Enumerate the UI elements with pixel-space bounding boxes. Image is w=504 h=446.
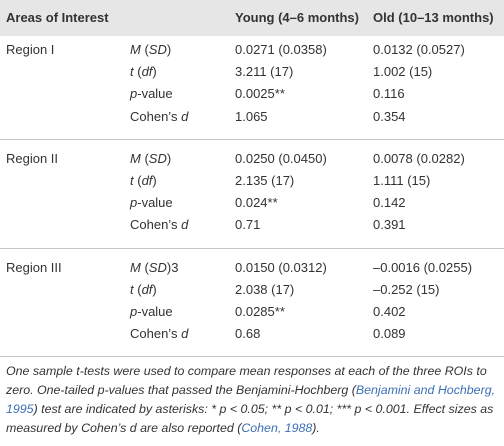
- label-run: M: [130, 150, 141, 166]
- label-run: ): [166, 150, 172, 166]
- label-run: -value: [137, 86, 173, 102]
- label-run: df: [141, 173, 153, 188]
- statistic-label: t (df): [130, 173, 157, 189]
- old-value: 0.142: [373, 195, 406, 211]
- region-label: Region II: [6, 150, 59, 166]
- statistic-label: t (df): [130, 64, 157, 80]
- young-value: 0.0025**: [235, 86, 285, 102]
- old-value: 1.002 (15): [373, 64, 433, 80]
- young-value: 0.024**: [235, 195, 278, 211]
- young-value: 0.0150 (0.0312): [235, 259, 327, 275]
- label-run: t: [130, 173, 134, 188]
- header-cell: Areas of Interest: [6, 10, 109, 25]
- group-separator: [0, 138, 504, 140]
- header-cell: Old (10–13 months): [373, 10, 494, 25]
- label-run: ): [152, 173, 157, 188]
- label-run: (: [133, 281, 142, 297]
- table-footnote: One sample t-tests were used to compare …: [6, 362, 500, 438]
- note-text: ).: [312, 421, 320, 435]
- label-run: )3: [166, 259, 179, 275]
- region-label: Region III: [6, 259, 62, 275]
- young-value: 0.0271 (0.0358): [235, 42, 327, 57]
- old-value: 0.0078 (0.0282): [373, 150, 465, 166]
- young-value: 1.065: [235, 108, 268, 124]
- note-text: One sample t-tests were used to compare …: [6, 364, 487, 397]
- label-run: t: [130, 281, 134, 297]
- young-value: 0.0250 (0.0450): [235, 150, 327, 166]
- label-run: d: [181, 108, 189, 124]
- citation-link: Cohen, 1988: [241, 421, 313, 435]
- region-label: Region I: [6, 42, 55, 57]
- young-value: 0.0285**: [235, 304, 285, 319]
- statistic-label: p-value: [130, 86, 173, 102]
- label-run: ): [152, 64, 157, 80]
- old-value: 0.089: [373, 326, 406, 342]
- label-run: M: [130, 42, 141, 57]
- label-run: df: [141, 64, 153, 80]
- old-value: 0.0132 (0.0527): [373, 42, 465, 57]
- header-row: Areas of Interest Young (4–6 months) Old…: [0, 0, 504, 36]
- label-run: Cohen’s: [130, 326, 182, 342]
- label-run: SD: [148, 259, 167, 275]
- label-run: ): [152, 281, 157, 297]
- label-run: t: [130, 64, 134, 80]
- label-run: (: [140, 42, 149, 57]
- label-run: M: [130, 259, 141, 275]
- label-run: (: [140, 259, 149, 275]
- young-value: 0.71: [235, 217, 261, 233]
- statistic-label: M (SD): [130, 42, 171, 58]
- label-run: (: [133, 173, 142, 188]
- label-run: p: [130, 304, 138, 319]
- label-run: SD: [148, 42, 167, 57]
- statistic-label: p-value: [130, 304, 173, 320]
- note-text: ) test are indicated by asterisks: * p <…: [6, 402, 494, 435]
- statistic-label: Cohen’s d: [130, 326, 188, 342]
- statistic-label: p-value: [130, 195, 173, 211]
- statistic-label: Cohen’s d: [130, 217, 188, 233]
- label-run: p: [130, 86, 138, 102]
- young-value: 2.038 (17): [235, 281, 295, 297]
- statistic-label: M (SD)3: [130, 260, 178, 276]
- label-run: d: [181, 326, 189, 342]
- statistic-label: Cohen’s d: [130, 109, 188, 125]
- young-value: 0.68: [235, 326, 261, 342]
- label-run: Cohen’s: [130, 108, 182, 124]
- label-run: ): [166, 42, 172, 57]
- label-run: -value: [137, 195, 173, 211]
- old-value: 1.111 (15): [373, 173, 431, 188]
- old-value: –0.0016 (0.0255): [373, 259, 473, 275]
- group-separator: [0, 247, 504, 249]
- label-run: (: [140, 150, 149, 166]
- label-run: -value: [137, 304, 173, 319]
- statistic-label: M (SD): [130, 151, 171, 167]
- label-run: (: [133, 64, 142, 80]
- old-value: 0.402: [373, 304, 406, 319]
- young-value: 3.211 (17): [235, 64, 294, 80]
- old-value: 0.354: [373, 108, 406, 124]
- group-separator: [0, 356, 504, 358]
- label-run: df: [141, 281, 153, 297]
- old-value: –0.252 (15): [373, 281, 440, 297]
- statistic-label: t (df): [130, 282, 157, 298]
- old-value: 0.116: [373, 86, 405, 102]
- label-run: p: [130, 195, 138, 211]
- label-run: d: [181, 217, 189, 233]
- header-cell: Young (4–6 months): [235, 10, 359, 25]
- citation-link: Benjamini and Hochberg, 1995: [6, 383, 496, 416]
- label-run: Cohen’s: [130, 217, 182, 233]
- old-value: 0.391: [373, 217, 406, 233]
- label-run: SD: [148, 150, 167, 166]
- young-value: 2.135 (17): [235, 173, 295, 188]
